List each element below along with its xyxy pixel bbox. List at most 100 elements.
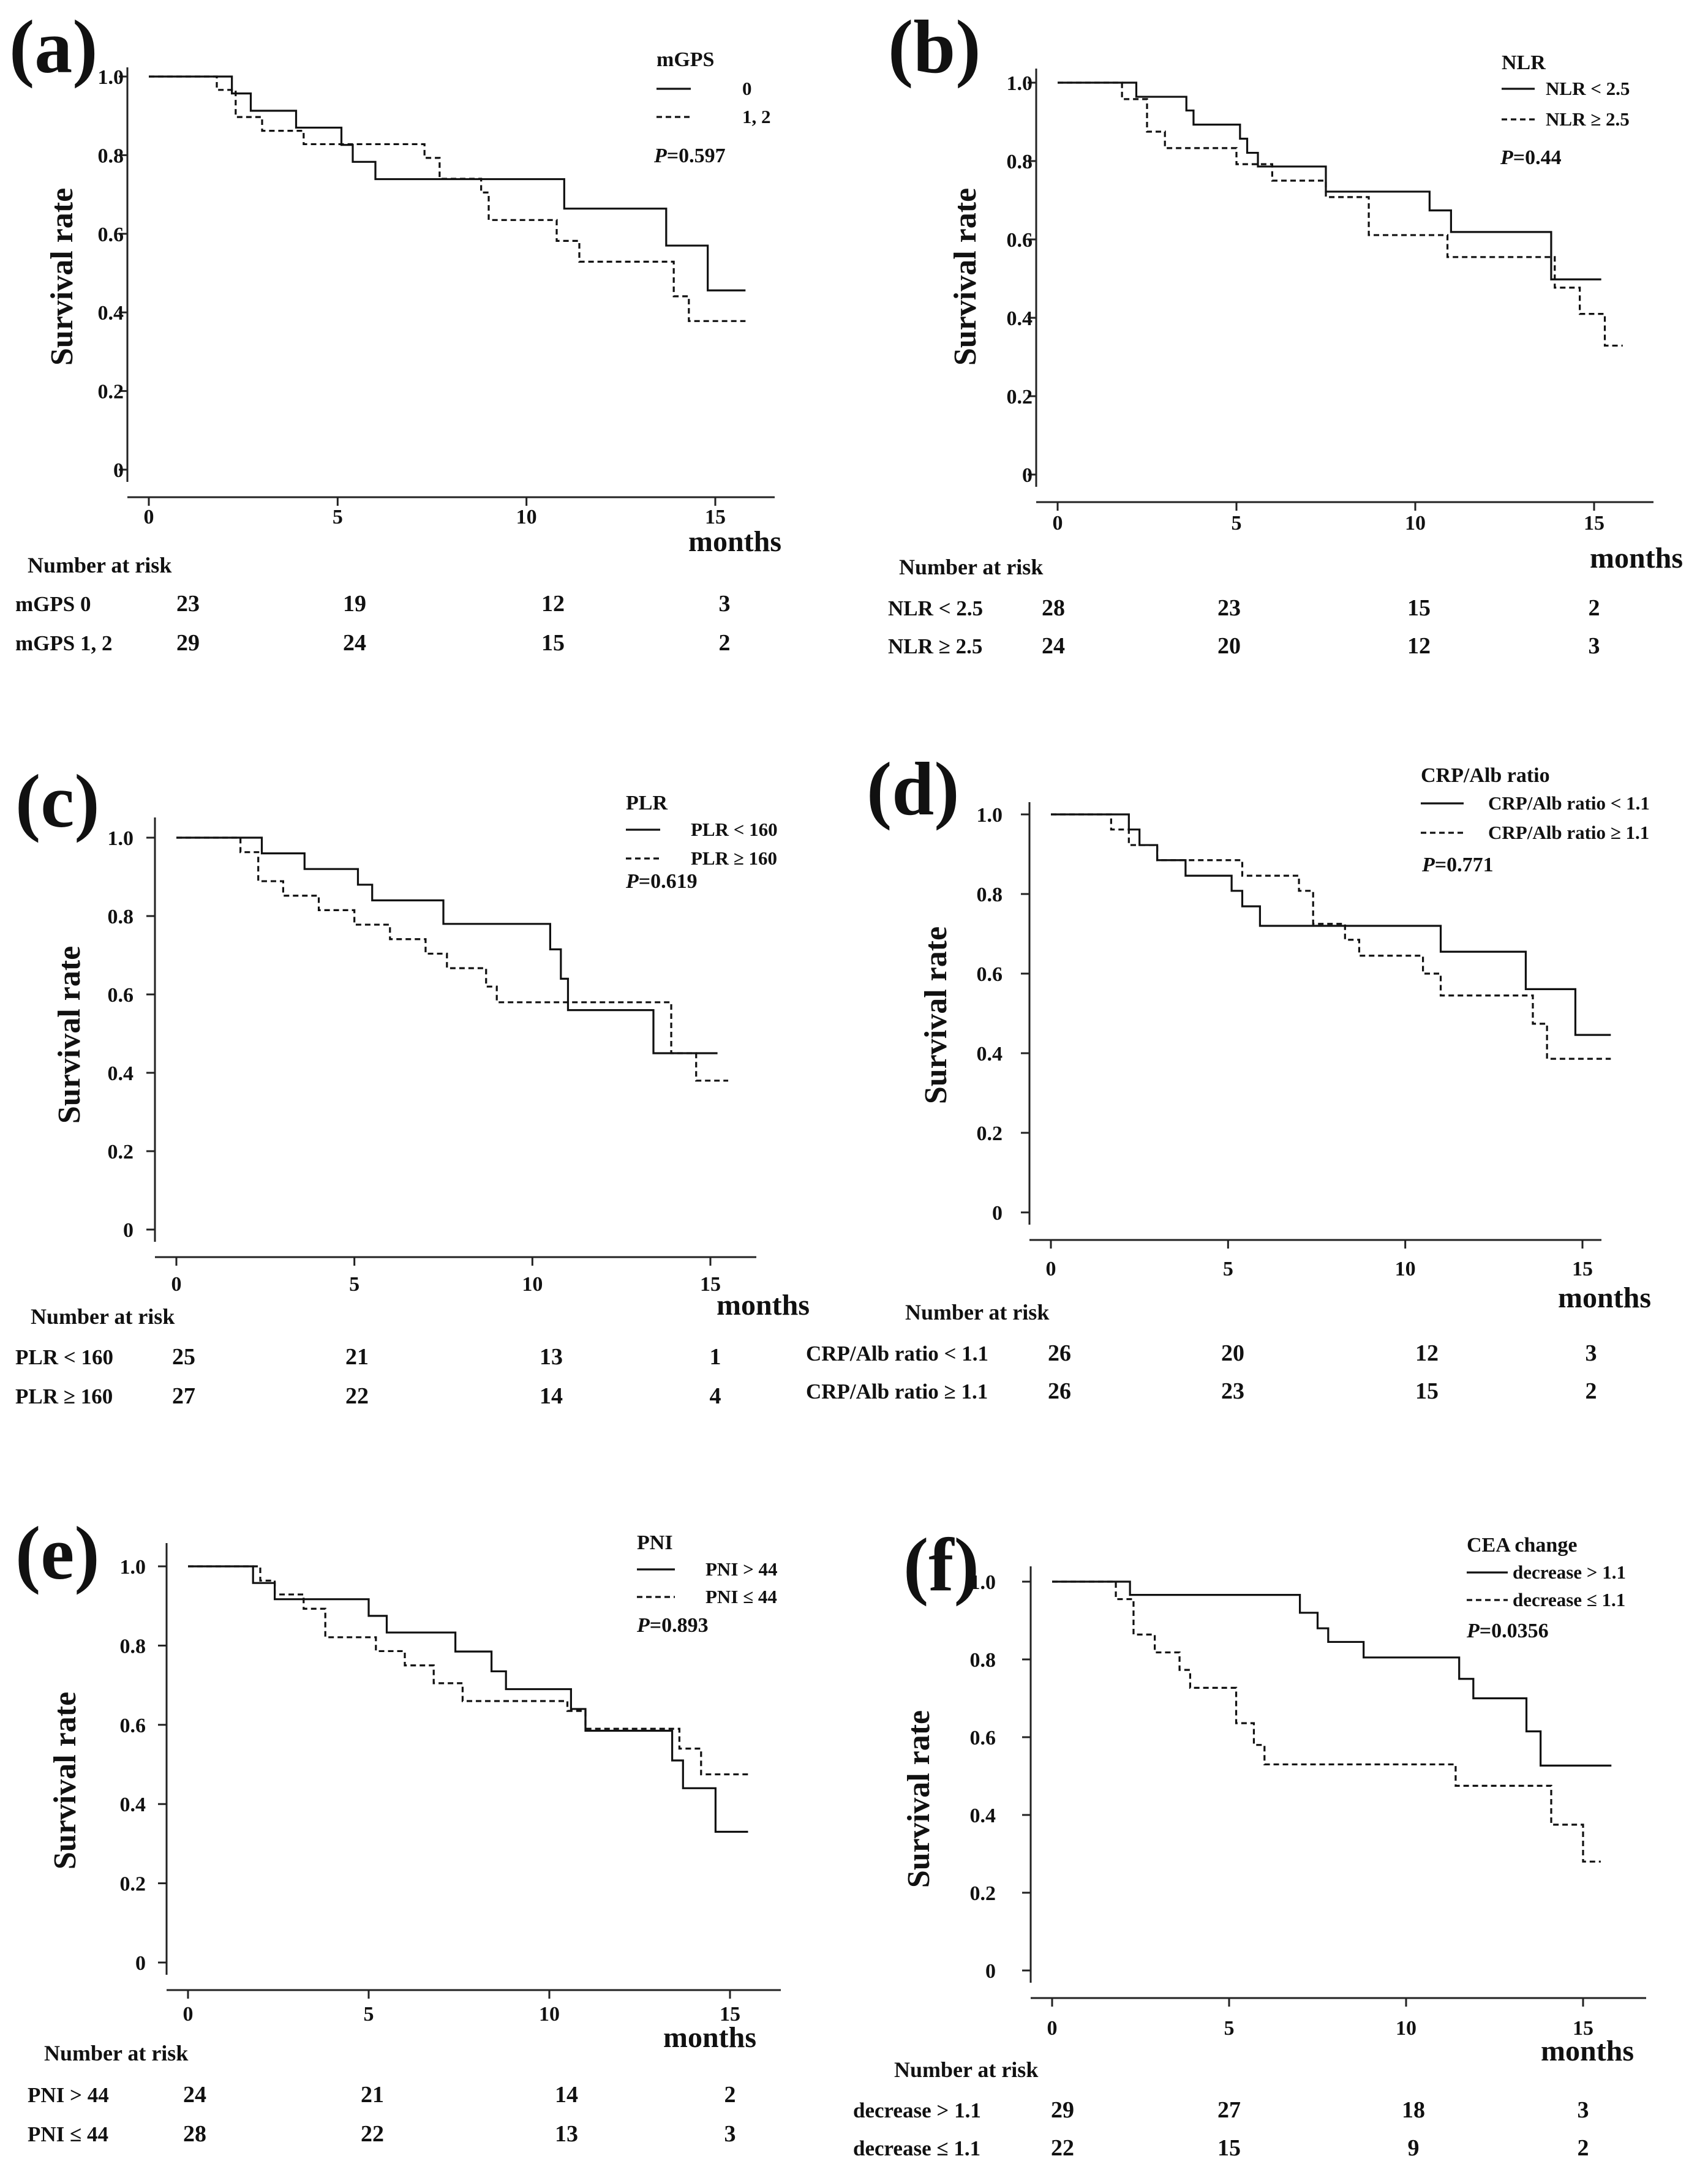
x-axis-label: months xyxy=(663,2021,756,2054)
risk-count: 2 xyxy=(724,2082,736,2108)
legend-title: NLR xyxy=(1502,51,1546,74)
x-tick-label: 5 xyxy=(349,1273,359,1296)
risk-count: 13 xyxy=(555,2121,578,2147)
risk-count: 2 xyxy=(1589,595,1600,621)
legend-title: CRP/Alb ratio xyxy=(1421,764,1550,787)
risk-count: 28 xyxy=(1042,595,1065,621)
y-tick-label: 0 xyxy=(135,1952,146,1975)
risk-count: 28 xyxy=(183,2121,206,2147)
x-tick-label: 10 xyxy=(1396,2017,1416,2040)
risk-count: 4 xyxy=(710,1383,721,1409)
risk-row-label: PNI ≤ 44 xyxy=(28,2122,108,2146)
risk-row-label: CRP/Alb ratio < 1.1 xyxy=(806,1342,988,1365)
risk-row-label: decrease ≤ 1.1 xyxy=(853,2136,980,2160)
x-tick-label: 10 xyxy=(522,1273,543,1296)
legend-label: decrease ≤ 1.1 xyxy=(1513,1589,1625,1610)
x-axis-label: months xyxy=(1590,542,1683,574)
x-tick-label: 15 xyxy=(1584,512,1605,535)
legend-label: PNI > 44 xyxy=(705,1558,778,1580)
y-axis-label: Survival rate xyxy=(48,1692,83,1869)
panel-label: (e) xyxy=(15,1511,100,1595)
risk-count: 15 xyxy=(1217,2135,1241,2161)
risk-count: 15 xyxy=(1415,1378,1439,1404)
x-tick-label: 15 xyxy=(1573,2017,1593,2040)
risk-count: 14 xyxy=(555,2082,578,2108)
risk-count: 19 xyxy=(343,591,366,617)
risk-row-label: CRP/Alb ratio ≥ 1.1 xyxy=(806,1380,988,1403)
y-axis-label: Survival rate xyxy=(52,946,87,1124)
panel-f: (f) 0 0.2 0.4 0.6 0.8 1.0 0 5 10 15 Survival rate mo… xyxy=(853,1523,1646,2161)
risk-count: 18 xyxy=(1402,2097,1425,2123)
y-tick-label: 1.0 xyxy=(977,804,1003,827)
y-tick-label: 0.8 xyxy=(98,145,124,167)
x-tick-label: 0 xyxy=(1047,2017,1058,2040)
legend-title: mGPS xyxy=(656,48,714,71)
km-curve-dashed xyxy=(1051,813,1611,1060)
y-tick-label: 1.0 xyxy=(120,1556,146,1579)
risk-count: 3 xyxy=(719,591,731,617)
risk-count: 2 xyxy=(1578,2135,1589,2161)
x-tick-label: 10 xyxy=(1395,1258,1416,1280)
y-tick-label: 0 xyxy=(123,1219,134,1242)
legend-label: CRP/Alb ratio ≥ 1.1 xyxy=(1488,822,1649,843)
y-tick-label: 1.0 xyxy=(1007,72,1033,95)
legend-title: PLR xyxy=(626,792,668,814)
panel-d: (d) 0 0.2 0.4 0.6 0.8 1.0 0 5 10 15 Survival rate mo… xyxy=(806,747,1651,1404)
risk-row-label: PLR ≥ 160 xyxy=(15,1384,113,1408)
x-tick-label: 5 xyxy=(1224,2017,1235,2040)
y-tick-label: 1.0 xyxy=(108,827,134,850)
risk-count: 21 xyxy=(361,2082,384,2108)
y-tick-label: 0.4 xyxy=(970,1805,996,1827)
x-tick-label: 5 xyxy=(1232,512,1242,535)
legend-label: CRP/Alb ratio < 1.1 xyxy=(1488,792,1650,814)
y-axis-label: Survival rate xyxy=(948,188,983,366)
risk-count: 20 xyxy=(1221,1340,1244,1366)
risk-count: 2 xyxy=(1586,1378,1597,1404)
x-axis-label: months xyxy=(717,1289,810,1321)
y-tick-label: 0.4 xyxy=(98,302,124,325)
y-tick-label: 0 xyxy=(992,1202,1003,1225)
y-tick-label: 0.2 xyxy=(98,381,124,404)
panel-c: (c) 0 0.2 0.4 0.6 0.8 1.0 0 5 10 15 Survival rate mo… xyxy=(15,759,810,1409)
x-tick-label: 0 xyxy=(1046,1258,1056,1280)
y-tick-label: 0.2 xyxy=(970,1882,996,1905)
risk-row-label: mGPS 1, 2 xyxy=(15,631,112,655)
risk-count: 13 xyxy=(540,1344,563,1370)
p-symbol: P xyxy=(636,1614,650,1637)
legend-label: PNI ≤ 44 xyxy=(705,1586,777,1607)
x-tick-label: 15 xyxy=(1572,1258,1593,1280)
risk-count: 20 xyxy=(1217,633,1241,659)
p-number: =0.893 xyxy=(650,1614,709,1637)
y-tick-label: 1.0 xyxy=(98,66,124,89)
panel-label: (d) xyxy=(867,747,960,831)
p-value: P=0.597 xyxy=(653,145,726,167)
legend-label: 0 xyxy=(742,78,752,99)
risk-count: 24 xyxy=(1042,633,1065,659)
risk-count: 14 xyxy=(540,1383,563,1409)
p-number: =0.597 xyxy=(667,145,726,167)
p-value: P=0.771 xyxy=(1421,854,1494,876)
legend-label: decrease > 1.1 xyxy=(1513,1561,1626,1583)
x-tick-label: 15 xyxy=(700,1273,721,1296)
y-tick-label: 0 xyxy=(1022,464,1033,487)
y-tick-label: 0.8 xyxy=(1007,151,1033,173)
risk-row-label: mGPS 0 xyxy=(15,592,91,616)
p-value: P=0.619 xyxy=(625,870,698,893)
risk-count: 3 xyxy=(724,2121,736,2147)
risk-count: 26 xyxy=(1048,1340,1071,1366)
p-value: P=0.893 xyxy=(636,1614,709,1637)
y-axis-label: Survival rate xyxy=(901,1710,936,1888)
legend-label: 1, 2 xyxy=(742,106,771,127)
risk-count: 15 xyxy=(1407,595,1431,621)
x-tick-label: 10 xyxy=(539,2003,560,2026)
p-symbol: P xyxy=(653,145,667,167)
panel-a: (a) 0 0.2 0.4 0.6 0.8 1.0 0 5 10 15 Survival rate mo… xyxy=(9,5,781,656)
km-curve-dashed xyxy=(176,836,729,1082)
y-tick-label: 0.6 xyxy=(98,224,124,246)
x-tick-label: 10 xyxy=(1405,512,1426,535)
x-tick-label: 15 xyxy=(720,2003,740,2026)
risk-count: 3 xyxy=(1578,2097,1589,2123)
risk-count: 29 xyxy=(176,630,200,656)
risk-table-header: Number at risk xyxy=(894,2057,1038,2082)
